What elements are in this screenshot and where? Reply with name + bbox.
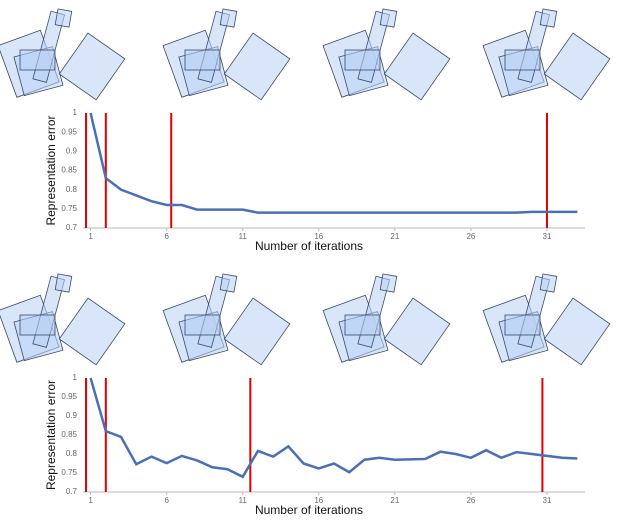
x-tick-label: 26 bbox=[466, 232, 475, 241]
y-tick-label: 0.85 bbox=[61, 430, 77, 439]
y-tick-label: 0.75 bbox=[61, 204, 77, 213]
error-line bbox=[89, 112, 578, 214]
y-tick-label: 0.95 bbox=[61, 127, 77, 136]
x-tick-label: 1 bbox=[88, 496, 93, 505]
x-axis-label: Number of iterations bbox=[255, 503, 363, 517]
snapshots-row-2 bbox=[0, 273, 611, 366]
y-tick-label: 0.9 bbox=[66, 411, 78, 420]
x-tick-label: 26 bbox=[466, 496, 475, 505]
x-tick-label: 6 bbox=[164, 232, 169, 241]
x-tick-label: 11 bbox=[239, 232, 248, 241]
y-tick-label: 1 bbox=[73, 108, 78, 117]
y-tick-label: 0.8 bbox=[66, 185, 78, 194]
x-tick-label: 31 bbox=[543, 496, 552, 505]
error-line bbox=[89, 377, 578, 479]
box-snapshot bbox=[0, 8, 126, 101]
x-tick-label: 16 bbox=[314, 232, 323, 241]
y-tick-label: 0.7 bbox=[66, 223, 78, 232]
box-snapshot bbox=[162, 8, 291, 101]
y-tick-label: 1 bbox=[73, 373, 78, 382]
y-tick-label: 0.75 bbox=[61, 468, 77, 477]
x-tick-label: 21 bbox=[390, 232, 399, 241]
x-tick-label: 1 bbox=[88, 232, 93, 241]
x-tick-label: 6 bbox=[164, 496, 169, 505]
x-tick-label: 16 bbox=[314, 496, 323, 505]
y-tick-label: 0.9 bbox=[66, 146, 78, 155]
y-tick-label: 0.85 bbox=[61, 166, 77, 175]
x-tick-label: 21 bbox=[390, 496, 399, 505]
y-tick-label: 0.7 bbox=[66, 487, 78, 496]
box-snapshot bbox=[322, 273, 451, 366]
y-tick-label: 0.8 bbox=[66, 449, 78, 458]
x-tick-label: 31 bbox=[543, 232, 552, 241]
box-snapshot bbox=[162, 273, 291, 366]
box-snapshot bbox=[482, 273, 611, 366]
x-tick-label: 11 bbox=[239, 496, 248, 505]
y-axis-label: Representation error bbox=[44, 380, 58, 490]
box-snapshot bbox=[322, 8, 451, 101]
x-axis-label: Number of iterations bbox=[255, 239, 363, 253]
y-axis-label: Representation error bbox=[44, 115, 58, 225]
y-tick-label: 0.95 bbox=[61, 392, 77, 401]
box-snapshot bbox=[482, 8, 611, 101]
box-snapshot bbox=[0, 273, 126, 366]
snapshots-row-1 bbox=[0, 8, 611, 101]
